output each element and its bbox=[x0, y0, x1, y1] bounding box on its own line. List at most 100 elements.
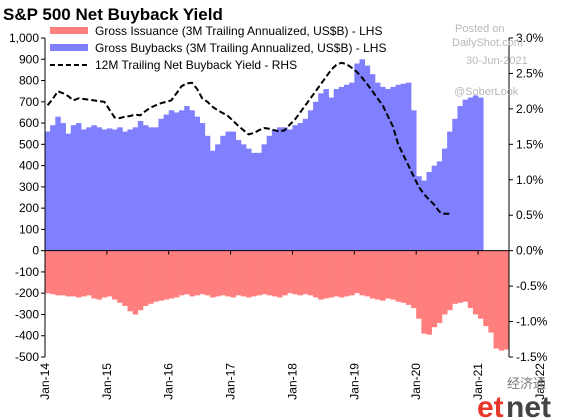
issuance-bar-39 bbox=[246, 250, 252, 298]
buyback-bar-68 bbox=[395, 84, 402, 251]
issuance-bar-54 bbox=[323, 250, 329, 299]
buyback-bar-50 bbox=[302, 118, 309, 251]
issuance-bar-21 bbox=[153, 250, 159, 302]
issuance-bar-51 bbox=[307, 250, 314, 296]
issuance-bar-4 bbox=[65, 250, 72, 297]
y-tick-label-left-11: -100 bbox=[15, 265, 39, 279]
buyback-bar-80 bbox=[457, 106, 463, 251]
buyback-bar-69 bbox=[400, 83, 407, 251]
x-tick-label-0: Jan-14 bbox=[38, 363, 52, 400]
buyback-bar-73 bbox=[421, 180, 427, 251]
issuance-bar-82 bbox=[467, 250, 474, 309]
issuance-bar-52 bbox=[313, 250, 319, 298]
y-tick-label-left-7: 300 bbox=[19, 180, 39, 194]
y-tick-label-left-15: -500 bbox=[15, 350, 39, 364]
issuance-bar-83 bbox=[472, 250, 479, 315]
buyback-bar-1 bbox=[50, 125, 56, 251]
buyback-bar-22 bbox=[158, 118, 164, 251]
logo-chinese: 经济通 bbox=[507, 377, 546, 392]
issuance-bar-18 bbox=[137, 250, 144, 311]
x-tick-label-6: Jan-20 bbox=[409, 363, 423, 400]
buyback-bar-63 bbox=[369, 74, 376, 251]
issuance-bar-69 bbox=[400, 250, 407, 303]
y-tick-label-left-10: 0 bbox=[32, 244, 39, 258]
issuance-bar-70 bbox=[405, 250, 412, 305]
etnet-logo: 经济通 et net bbox=[477, 377, 551, 420]
issuance-bar-28 bbox=[189, 250, 195, 297]
x-tick-label-3: Jan-17 bbox=[224, 363, 238, 400]
issuance-bar-43 bbox=[266, 250, 273, 296]
issuance-bar-38 bbox=[240, 250, 247, 297]
issuance-bar-14 bbox=[117, 250, 123, 303]
buyback-bar-67 bbox=[390, 86, 396, 251]
buyback-bar-14 bbox=[117, 127, 123, 251]
buyback-bar-43 bbox=[266, 135, 273, 251]
issuance-bar-31 bbox=[204, 250, 211, 296]
issuance-bar-36 bbox=[230, 250, 237, 298]
issuance-bar-8 bbox=[86, 250, 92, 296]
issuance-bar-33 bbox=[215, 250, 221, 297]
issuance-bar-72 bbox=[416, 250, 422, 319]
issuance-bar-20 bbox=[148, 250, 154, 304]
issuance-bar-56 bbox=[333, 250, 340, 297]
issuance-bar-42 bbox=[261, 250, 268, 295]
y-tick-label-left-3: 700 bbox=[19, 95, 39, 109]
buyback-bar-75 bbox=[431, 165, 438, 251]
buyback-bar-71 bbox=[411, 110, 417, 251]
legend-label-yield: 12M Trailing Net Buyback Yield - RHS bbox=[95, 58, 297, 72]
issuance-bar-80 bbox=[457, 250, 463, 303]
buyback-bar-30 bbox=[199, 123, 206, 251]
issuance-bar-2 bbox=[55, 250, 61, 296]
legend-swatch-buybacks bbox=[50, 44, 88, 51]
y-tick-label-right-5: 0.5% bbox=[516, 208, 544, 222]
axes bbox=[41, 37, 541, 358]
buyback-bar-13 bbox=[112, 129, 118, 251]
buyback-bar-56 bbox=[333, 89, 340, 251]
buyback-bar-3 bbox=[60, 123, 66, 251]
issuance-bar-35 bbox=[225, 250, 231, 297]
buyback-bar-83 bbox=[472, 95, 479, 251]
issuance-bar-11 bbox=[101, 250, 108, 298]
issuance-bar-65 bbox=[380, 250, 386, 301]
buyback-bar-53 bbox=[318, 93, 324, 251]
issuance-bar-63 bbox=[369, 250, 376, 299]
issuance-bar-7 bbox=[81, 250, 87, 297]
watermark-site: DailyShot.com bbox=[452, 37, 523, 49]
logo-et: et bbox=[477, 391, 504, 420]
watermark-date: 30-Jun-2021 bbox=[466, 55, 528, 67]
buyback-bar-45 bbox=[277, 127, 283, 251]
buyback-bar-4 bbox=[65, 133, 72, 251]
issuance-bar-58 bbox=[344, 250, 350, 297]
x-tick-label-1: Jan-15 bbox=[100, 363, 114, 400]
buyback-bar-11 bbox=[101, 129, 108, 251]
issuance-bar-71 bbox=[411, 250, 417, 309]
issuance-bar-55 bbox=[328, 250, 335, 298]
issuance-bar-53 bbox=[318, 250, 324, 300]
issuance-bar-76 bbox=[436, 250, 443, 323]
issuance-bar-62 bbox=[364, 250, 371, 297]
x-tick-label-2: Jan-16 bbox=[162, 363, 176, 400]
buyback-bar-21 bbox=[153, 127, 159, 251]
buyback-bar-44 bbox=[271, 129, 278, 251]
issuance-bar-79 bbox=[452, 250, 458, 304]
issuance-bar-47 bbox=[287, 250, 293, 294]
buyback-bar-36 bbox=[230, 131, 237, 251]
x-tick-label-8: Jan-22 bbox=[533, 363, 547, 400]
buyback-bar-20 bbox=[148, 127, 154, 251]
buyback-bar-24 bbox=[168, 110, 175, 251]
buyback-bar-15 bbox=[122, 131, 128, 251]
watermark-posted: Posted on bbox=[455, 23, 505, 35]
buyback-bar-61 bbox=[359, 59, 365, 251]
buyback-bar-26 bbox=[179, 110, 185, 251]
issuance-bar-75 bbox=[431, 250, 438, 328]
issuance-bar-12 bbox=[106, 250, 113, 297]
buyback-bar-41 bbox=[256, 152, 262, 251]
issuance-bar-45 bbox=[277, 250, 283, 298]
buyback-bar-37 bbox=[235, 140, 242, 251]
legend-label-buybacks: Gross Buybacks (3M Trailing Annualized, … bbox=[95, 41, 386, 55]
issuance-bar-89 bbox=[503, 250, 510, 350]
buyback-bar-64 bbox=[374, 82, 381, 251]
buyback-bar-40 bbox=[251, 152, 257, 251]
issuance-bar-57 bbox=[338, 250, 345, 298]
issuance-bar-60 bbox=[354, 250, 360, 294]
